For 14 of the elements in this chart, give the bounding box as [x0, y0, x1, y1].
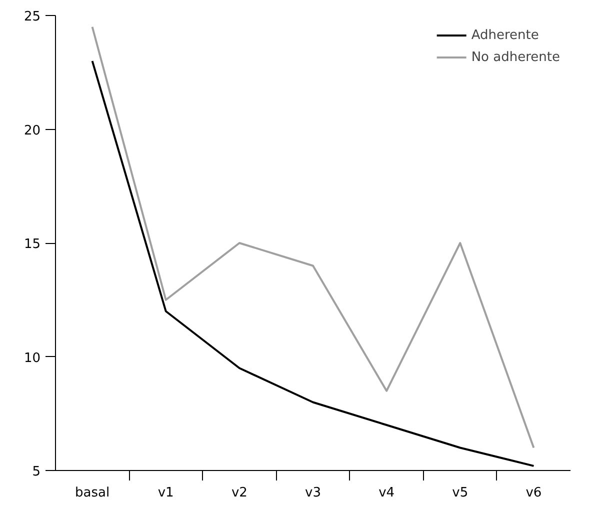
- x-tick-label: v6: [526, 486, 542, 500]
- y-tick-label: 25: [24, 10, 41, 24]
- legend-label: Adherente: [471, 28, 539, 42]
- x-tick-label: v2: [231, 486, 248, 500]
- y-tick-label: 20: [24, 123, 41, 138]
- legend-label: No adherente: [471, 50, 560, 64]
- x-tick-label: v4: [378, 486, 395, 500]
- y-tick-label: 10: [24, 350, 41, 366]
- x-tick-label: v1: [158, 486, 174, 500]
- y-tick-label: 5: [32, 464, 41, 480]
- x-tick-label: v3: [305, 486, 321, 500]
- y-tick-label: 15: [24, 237, 41, 252]
- x-tick-label: v5: [452, 486, 468, 500]
- x-tick-label: basal: [75, 486, 110, 500]
